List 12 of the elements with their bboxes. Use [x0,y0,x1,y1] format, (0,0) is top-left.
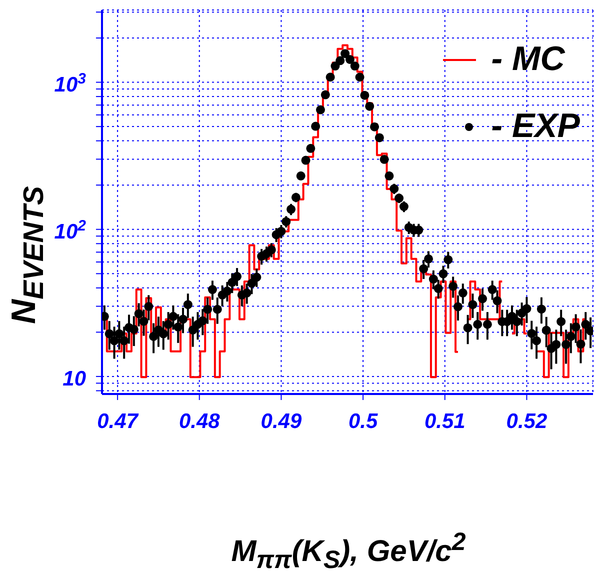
y-tick-label: 10$^{3}$ [54,70,87,96]
legend-label: - MC [491,40,565,79]
x-tick-label: 0.48 [178,410,220,433]
x-tick-label: 0.5 [348,410,378,433]
x-tick-label: 0.49 [260,410,302,433]
x-tick-label: 0.52 [506,410,548,433]
x-axis-title: M$_{ππ}$(K$_{S}$), GeV/c$^{2}$ [230,528,467,575]
y-tick-label: 10 [62,367,86,390]
x-tick-label: 0.47 [97,410,140,433]
y-tick-label: 10$^{2}$ [54,216,87,244]
legend-label: - EXP [491,107,580,146]
x-tick-label: 0.51 [424,410,466,433]
